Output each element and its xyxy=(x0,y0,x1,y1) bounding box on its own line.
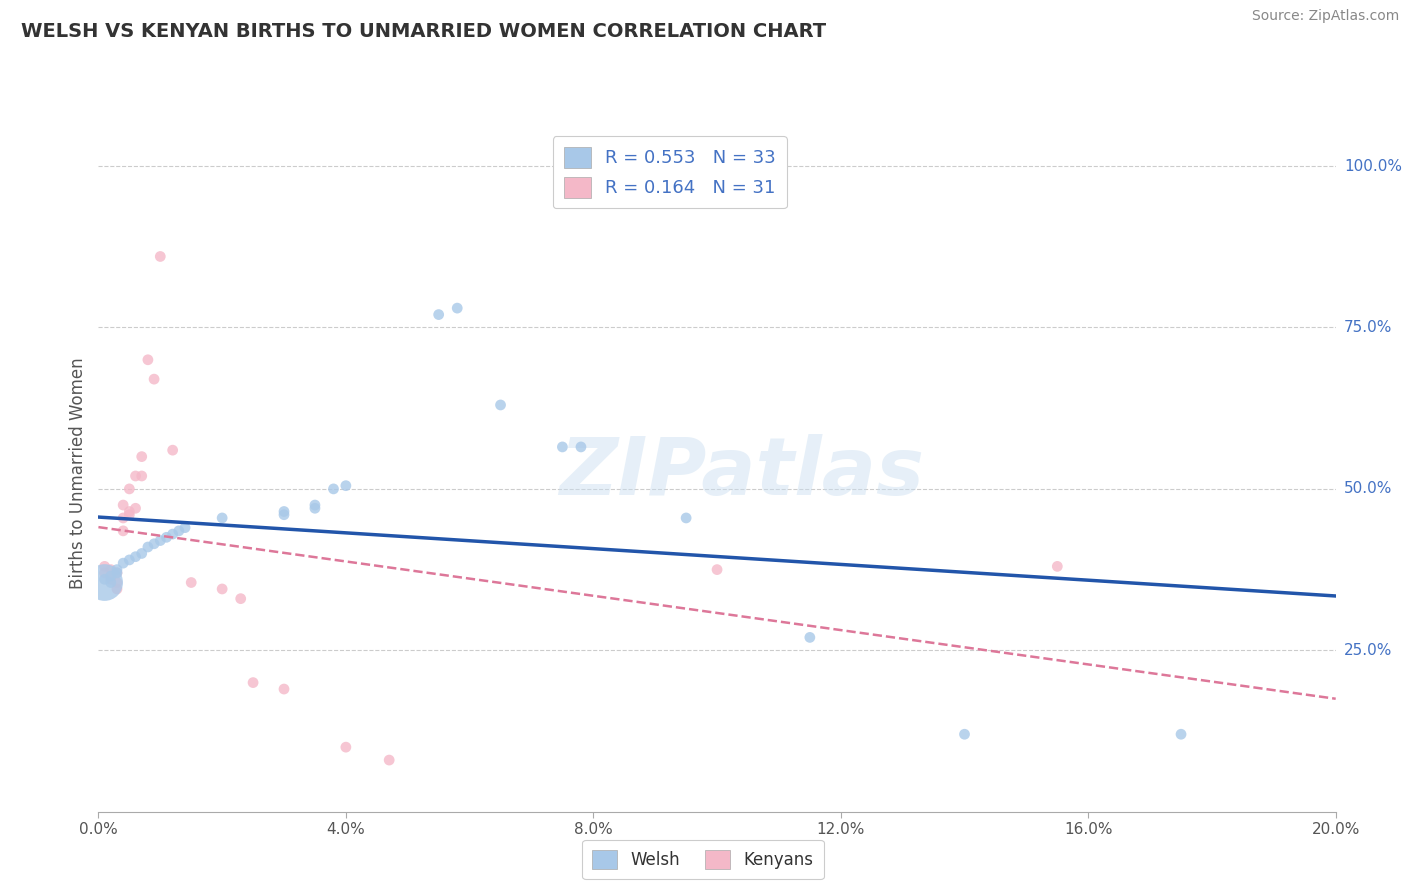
Point xyxy=(229,591,252,606)
Point xyxy=(551,440,574,454)
Point xyxy=(273,504,295,518)
Point xyxy=(136,352,159,367)
Point xyxy=(112,511,135,525)
Point xyxy=(335,478,357,492)
Point xyxy=(1170,727,1192,741)
Point xyxy=(304,501,326,516)
Point xyxy=(378,753,401,767)
Point xyxy=(155,530,177,544)
Point xyxy=(273,508,295,522)
Point xyxy=(162,527,184,541)
Point xyxy=(118,504,141,518)
Legend: R = 0.553   N = 33, R = 0.164   N = 31: R = 0.553 N = 33, R = 0.164 N = 31 xyxy=(553,136,787,209)
Point xyxy=(112,556,135,570)
Legend: Welsh, Kenyans: Welsh, Kenyans xyxy=(582,840,824,880)
Point xyxy=(335,740,357,755)
Point xyxy=(143,537,166,551)
Point xyxy=(131,469,153,483)
Point xyxy=(112,498,135,512)
Point xyxy=(706,563,728,577)
Point xyxy=(118,482,141,496)
Point xyxy=(1046,559,1069,574)
Point xyxy=(105,566,128,580)
Text: Source: ZipAtlas.com: Source: ZipAtlas.com xyxy=(1251,9,1399,23)
Y-axis label: Births to Unmarried Women: Births to Unmarried Women xyxy=(69,357,87,589)
Point xyxy=(446,301,468,315)
Point xyxy=(211,511,233,525)
Text: WELSH VS KENYAN BIRTHS TO UNMARRIED WOMEN CORRELATION CHART: WELSH VS KENYAN BIRTHS TO UNMARRIED WOME… xyxy=(21,22,827,41)
Point xyxy=(105,582,128,596)
Point xyxy=(162,443,184,458)
Text: 50.0%: 50.0% xyxy=(1344,482,1392,497)
Point xyxy=(489,398,512,412)
Point xyxy=(131,450,153,464)
Point xyxy=(167,524,190,538)
Point xyxy=(118,553,141,567)
Point xyxy=(100,575,122,590)
Point xyxy=(273,681,295,696)
Text: 100.0%: 100.0% xyxy=(1344,159,1402,174)
Text: 25.0%: 25.0% xyxy=(1344,643,1392,657)
Text: ZIPatlas: ZIPatlas xyxy=(560,434,924,512)
Point xyxy=(105,575,128,590)
Point xyxy=(211,582,233,596)
Point xyxy=(100,563,122,577)
Point xyxy=(180,575,202,590)
Point xyxy=(149,250,172,264)
Point xyxy=(136,540,159,554)
Point xyxy=(304,498,326,512)
Point xyxy=(124,469,146,483)
Point xyxy=(953,727,976,741)
Point xyxy=(124,549,146,564)
Point xyxy=(174,521,197,535)
Point xyxy=(93,566,115,580)
Point xyxy=(100,572,122,586)
Point xyxy=(427,308,450,322)
Point xyxy=(322,482,344,496)
Point xyxy=(675,511,697,525)
Point xyxy=(112,524,135,538)
Point xyxy=(149,533,172,548)
Point xyxy=(124,501,146,516)
Point xyxy=(242,675,264,690)
Point xyxy=(131,546,153,560)
Point xyxy=(105,563,128,577)
Point xyxy=(100,569,122,583)
Point xyxy=(100,569,122,583)
Point xyxy=(93,572,115,586)
Point xyxy=(799,631,821,645)
Text: 75.0%: 75.0% xyxy=(1344,320,1392,335)
Point xyxy=(93,575,115,590)
Point xyxy=(93,559,115,574)
Point xyxy=(118,508,141,522)
Point xyxy=(569,440,592,454)
Point xyxy=(105,566,128,580)
Point xyxy=(143,372,166,386)
